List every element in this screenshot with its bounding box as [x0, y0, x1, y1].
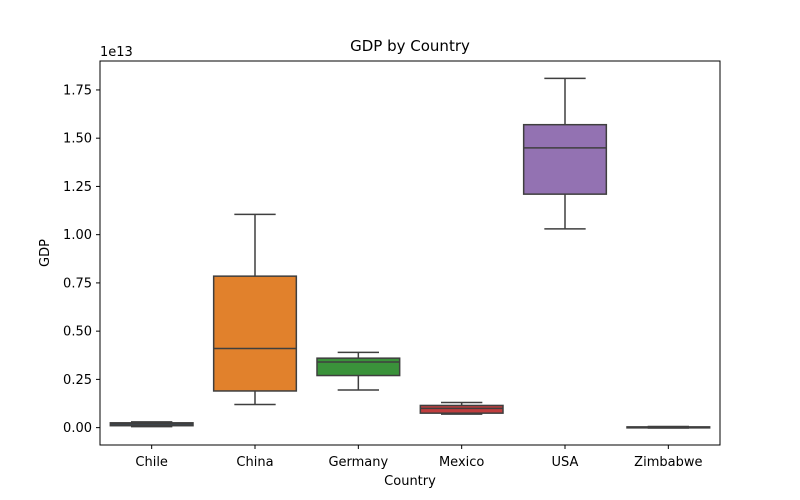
y-tick-label: 0.25	[63, 373, 92, 388]
x-tick-label: China	[236, 455, 273, 470]
box-china	[212, 213, 298, 406]
x-tick-label: Germany	[328, 455, 388, 470]
plot-area	[99, 60, 721, 446]
y-tick-label: 0.00	[63, 421, 92, 436]
box-usa	[522, 77, 608, 230]
y-tick-label: 0.75	[63, 276, 92, 291]
y-tick-label: 0.50	[63, 325, 92, 340]
y-tick-label: 1.75	[63, 83, 92, 98]
box-series	[109, 77, 711, 429]
iqr-box	[212, 275, 298, 392]
y-tick-label: 1.50	[63, 132, 92, 147]
iqr-box	[316, 357, 401, 377]
chart-title: GDP by Country	[350, 37, 470, 55]
y-tick-label: 1.00	[63, 228, 92, 243]
iqr-box	[419, 404, 504, 414]
y-axis-title: GDP	[38, 239, 53, 267]
y-tick-label: 1.25	[63, 180, 92, 195]
x-tick-label: Mexico	[439, 455, 484, 470]
y-axis: 0.00 0.25 0.50 0.75 1.00 1.25 1.50 1.75	[63, 83, 100, 436]
y-offset-label: 1e13	[100, 45, 133, 60]
box-zimbabwe	[626, 425, 711, 429]
x-axis-title: Country	[384, 474, 436, 489]
box-germany	[316, 351, 401, 391]
box-chile	[109, 421, 194, 428]
x-tick-label: Zimbabwe	[634, 455, 702, 470]
x-axis: Chile China Germany Mexico USA Zimbabwe	[135, 445, 702, 470]
iqr-box	[522, 123, 608, 195]
box-mexico	[419, 401, 504, 415]
x-tick-label: Chile	[135, 455, 168, 470]
x-tick-label: USA	[552, 455, 579, 470]
